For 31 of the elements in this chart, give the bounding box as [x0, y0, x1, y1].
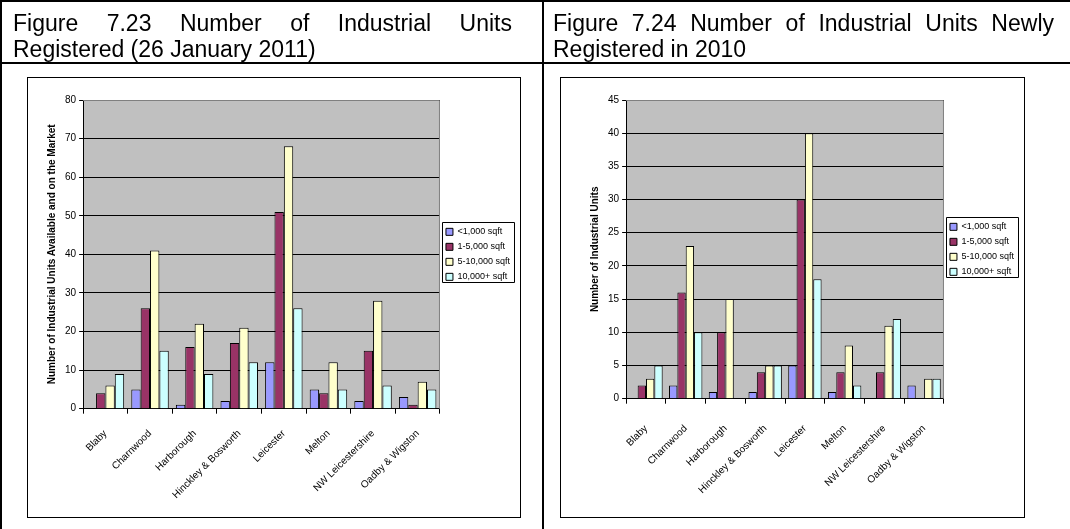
- y-tick-label: 10: [608, 326, 620, 338]
- y-axis-title: Number of Industrial Units: [588, 186, 600, 313]
- chart-title: Figure 7.24 Number of Industrial Units Newly Registered in 2010: [553, 10, 1054, 62]
- y-tick-label: 50: [65, 209, 77, 221]
- y-tick-label: 0: [70, 402, 77, 414]
- y-tick-label: 20: [65, 325, 77, 337]
- legend-label: 5-10,000 sqft: [961, 251, 1015, 262]
- y-tick-label: 30: [608, 193, 620, 205]
- legend-label: 1-5,000 sqft: [457, 241, 506, 252]
- legend-label: 5-10,000 sqft: [457, 256, 511, 267]
- y-tick-label: 30: [65, 286, 77, 298]
- y-tick-label: 35: [608, 160, 620, 172]
- y-tick-label: 45: [608, 93, 620, 105]
- y-tick-label: 70: [65, 132, 77, 144]
- y-tick-label: 25: [608, 226, 620, 238]
- y-tick-label: 10: [65, 363, 77, 375]
- legend-label: <1,000 sqft: [457, 226, 503, 237]
- y-tick-label: 80: [65, 93, 77, 105]
- y-tick-label: 40: [65, 248, 77, 260]
- y-tick-label: 20: [608, 259, 620, 271]
- legend-label: 10,000+ sqft: [457, 271, 508, 282]
- y-tick-label: 0: [613, 392, 620, 404]
- y-axis-title: Number of Industrial Units Available and on the Market: [45, 123, 57, 385]
- y-tick-label: 40: [608, 126, 620, 138]
- chart-title: Figure 7.23 Number of Industrial Units Registered (26 January 2011): [13, 10, 512, 62]
- y-tick-label: 5: [613, 359, 620, 371]
- legend-label: 10,000+ sqft: [961, 266, 1012, 277]
- y-tick-label: 15: [608, 292, 620, 304]
- y-tick-label: 60: [65, 170, 77, 182]
- legend-label: 1-5,000 sqft: [961, 236, 1010, 247]
- legend-label: <1,000 sqft: [961, 221, 1007, 232]
